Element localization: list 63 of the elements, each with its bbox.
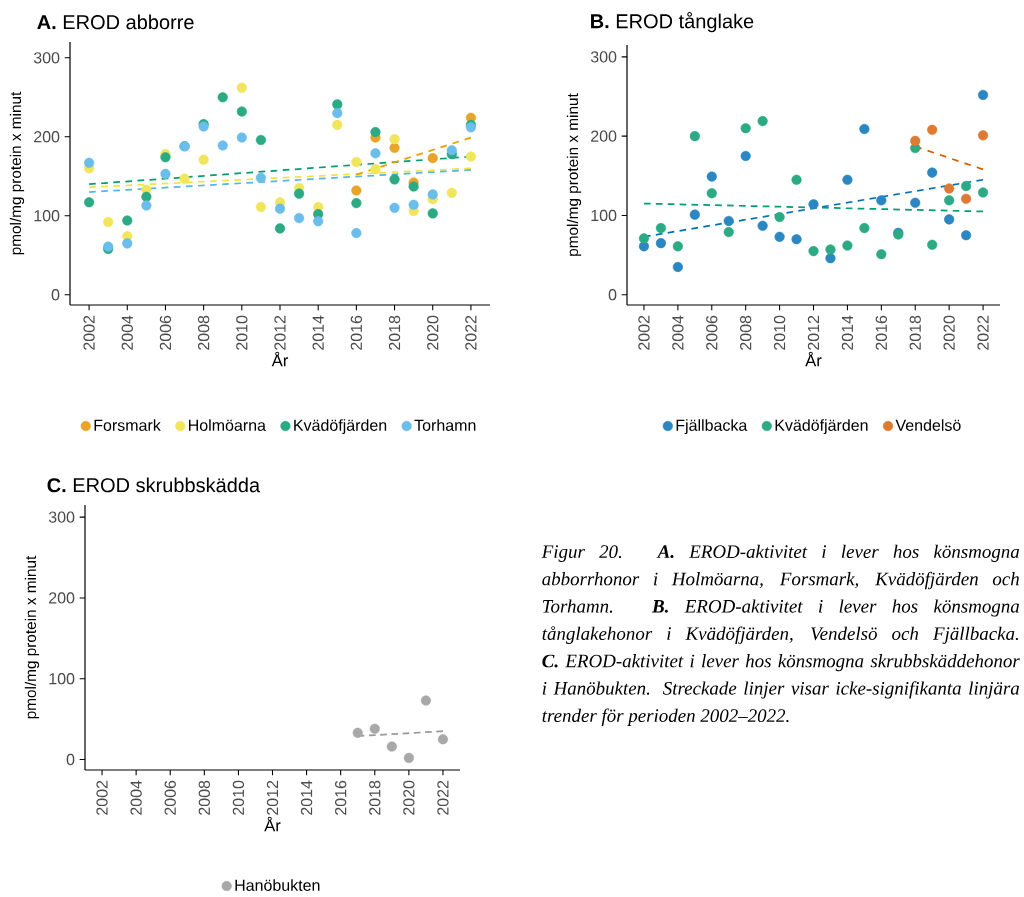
x-tick-label: 2020 xyxy=(403,780,415,815)
legend-label: Kvädöfjärden xyxy=(775,419,868,435)
y-tick-label: 200 xyxy=(49,592,75,604)
legend-label: Hanöbukten xyxy=(235,879,320,891)
y-axis-title: pmol/mg protein x minut xyxy=(9,91,25,255)
legend-label: Torhamn xyxy=(414,419,476,431)
x-tick-label: 2018 xyxy=(388,315,401,350)
x-tick-label: 2020 xyxy=(427,315,439,350)
x-tick-label: 2016 xyxy=(350,315,363,350)
x-tick-label: 2008 xyxy=(740,315,752,350)
legend-label: Holmöarna xyxy=(189,419,266,431)
x-tick-label: 2004 xyxy=(130,780,142,815)
x-tick-label: 2016 xyxy=(875,315,887,350)
x-tick-label: 2022 xyxy=(437,780,449,815)
x-tick-label: 2018 xyxy=(909,315,921,350)
y-tick-label: 200 xyxy=(591,130,617,142)
y-tick-label: 100 xyxy=(34,210,60,222)
y-tick-label: 100 xyxy=(49,673,75,685)
x-tick-label: 2014 xyxy=(300,780,313,815)
x-tick-label: 2014 xyxy=(841,315,854,350)
x-tick-label: 2012 xyxy=(266,780,279,815)
y-tick-label: 200 xyxy=(34,131,60,143)
x-axis-title: År xyxy=(805,351,822,367)
y-tick-label: 0 xyxy=(66,753,75,766)
x-tick-label: 2022 xyxy=(465,315,477,350)
y-tick-label: 300 xyxy=(48,511,75,523)
x-tick-label: 2004 xyxy=(121,315,133,350)
x-tick-label: 2006 xyxy=(706,315,718,350)
x-tick-label: 2006 xyxy=(159,315,172,350)
x-tick-label: 2004 xyxy=(672,315,684,350)
text: Figur 20. A. EROD-aktivitet i lever hos könsmogna abborrhonor i Holmöarna, Forsmark, Kvädöfjärden och Torhamn. B. EROD-aktivitet i lever hos könsmogna tånglakehonor i Kvädöfjärden, Vendelsö och Fjällbacka. C. EROD-aktivitet i lever hos könsmogna skrubbskäddehonor i Hanöbukten. Streckade linjer visar icke-signifikanta linjära trender för perioden 2002–2022. xyxy=(541,544,1020,726)
chart-title: C. EROD skrubbskädda xyxy=(47,477,261,493)
x-tick-label: 2014 xyxy=(312,315,324,350)
x-axis-title: År xyxy=(271,351,289,367)
y-tick-label: 100 xyxy=(591,209,617,222)
legend-label: Kvädöfjärden xyxy=(294,419,387,435)
x-tick-label: 2010 xyxy=(236,315,248,350)
legend-label: Forsmark xyxy=(94,419,161,431)
x-tick-label: 2006 xyxy=(164,780,176,815)
x-tick-label: 2002 xyxy=(83,315,95,350)
x-tick-label: 2010 xyxy=(232,780,245,815)
y-tick-label: 0 xyxy=(608,289,617,301)
x-tick-label: 2012 xyxy=(807,315,820,350)
x-axis-title: År xyxy=(264,816,281,832)
y-tick-label: 300 xyxy=(33,52,60,64)
y-tick-label: 300 xyxy=(590,51,617,63)
x-tick-label: 2002 xyxy=(638,315,650,350)
x-tick-label: 2010 xyxy=(773,315,786,350)
x-tick-label: 2020 xyxy=(943,315,955,350)
x-tick-label: 2012 xyxy=(274,315,286,350)
y-tick-label: 0 xyxy=(51,289,60,301)
y-axis-title: pmol/mg protein x minut xyxy=(24,555,40,719)
x-tick-label: 2016 xyxy=(335,780,347,815)
x-tick-label: 2018 xyxy=(369,780,381,815)
x-tick-label: 2022 xyxy=(977,315,989,350)
chart-title: B. EROD tånglake xyxy=(591,12,754,33)
legend-label: Vendelsö xyxy=(895,419,961,431)
legend-label: Fjällbacka xyxy=(676,419,748,435)
x-tick-label: 2008 xyxy=(197,315,210,350)
y-axis-title: pmol/mg protein x minut xyxy=(566,93,582,256)
chart-title: A. EROD abborre xyxy=(37,14,194,30)
x-tick-label: 2002 xyxy=(96,780,108,815)
x-tick-label: 2008 xyxy=(198,780,210,815)
